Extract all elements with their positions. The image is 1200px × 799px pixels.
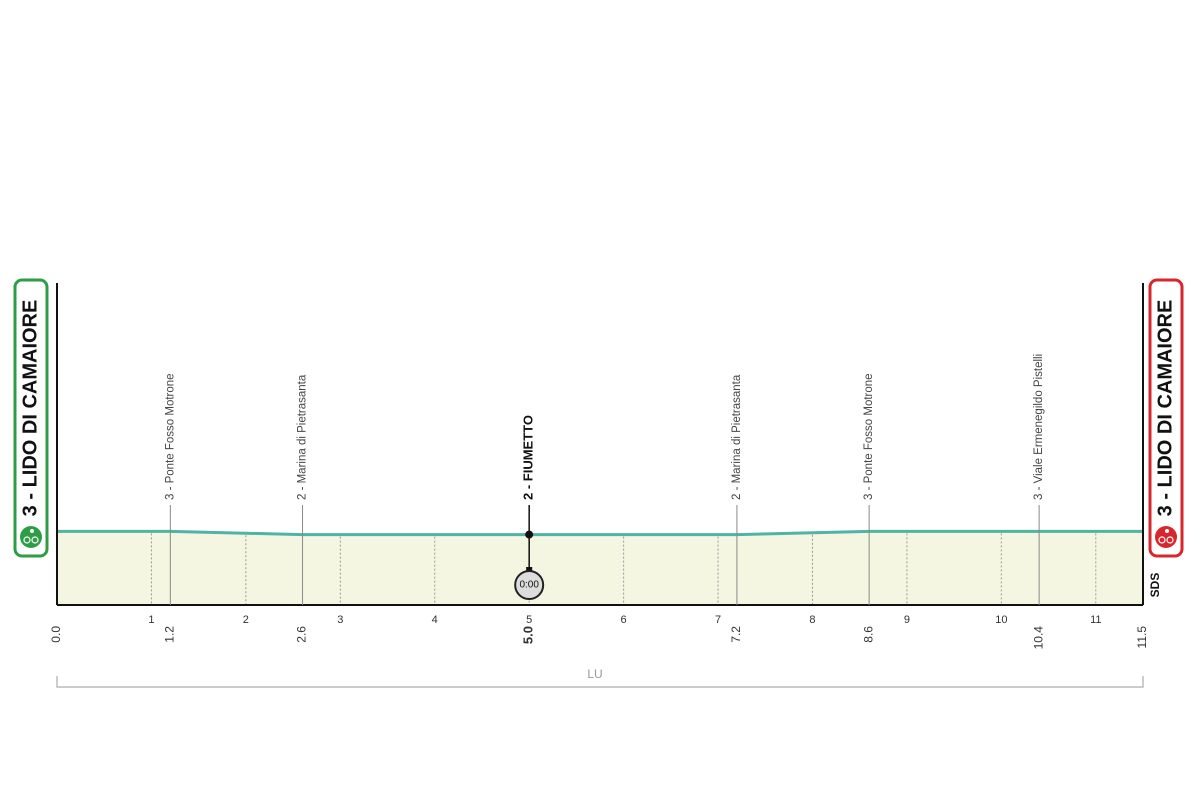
x-tick-label: 2 [243,614,249,626]
station-label: 3 - Ponte Fosso Motrone [863,373,875,500]
finish-km: 11.5 [1135,626,1149,649]
x-tick-label: 10 [995,614,1007,626]
x-tick-label: 8 [809,614,815,626]
finish-wheel [1158,536,1166,544]
station-km: 5.0 [521,626,536,644]
x-tick-label: 7 [715,614,721,626]
province-bracket [56,676,1144,688]
x-tick-label: 6 [621,614,627,626]
x-tick-label: 5 [526,614,532,626]
start-box [13,278,49,558]
start-wheel [31,536,39,544]
start-rider [30,529,34,533]
station-km: 10.4 [1031,626,1045,650]
station-km: 7.2 [729,626,743,643]
station-label: 3 - Ponte Fosso Motrone [164,373,176,500]
finish-label: 3 - LIDO DI CAMAIORE [1154,300,1176,517]
start-label: 3 - LIDO DI CAMAIORE [19,300,41,517]
finish-rider [1165,529,1169,533]
station-km: 2.6 [295,626,309,643]
stopwatch-button [526,567,533,571]
station-km: 8.6 [861,626,875,643]
x-tick-label: 1 [148,614,154,626]
x-tick-label: 9 [904,614,910,626]
station-label: 2 - FIUMETTO [521,415,536,500]
x-tick-label: 11 [1090,614,1101,626]
x-tick-label: 4 [432,614,438,626]
station-label: 3 - Viale Ermenegildo Pistelli [1033,354,1045,500]
profile-area [57,531,1143,605]
stopwatch [514,570,545,600]
finish-box [1148,278,1184,558]
station-label: 2 - Marina di Pietrasanta [297,374,309,500]
profile-line [57,529,1143,537]
province-label: LU [587,667,602,681]
start-km: 0.0 [49,626,63,643]
start-wheel [23,536,31,544]
station-label: 2 - Marina di Pietrasanta [731,374,743,500]
x-tick-label: 3 [337,614,343,626]
logo: SDS [1148,573,1162,598]
finish-wheel [1166,536,1174,544]
station-km: 1.2 [162,626,176,643]
timecheck-label: 0:00 [519,580,539,591]
